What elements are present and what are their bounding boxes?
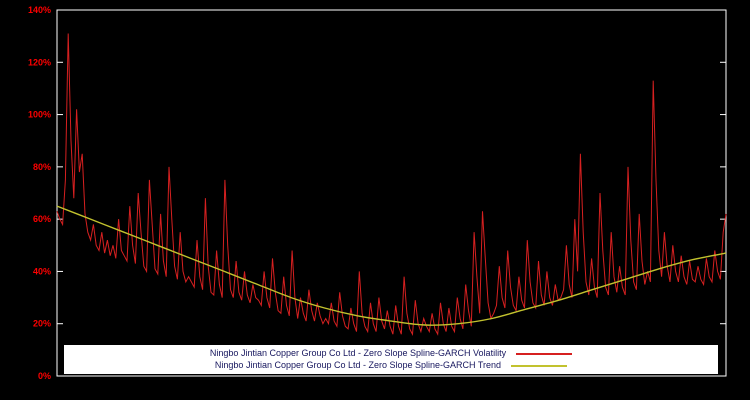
y-axis-tick-label: 100% (28, 110, 51, 120)
legend-row-volatility: Ningbo Jintian Copper Group Co Ltd - Zer… (64, 347, 718, 359)
y-axis-tick-label: 80% (33, 162, 51, 172)
volatility-line-swatch (516, 352, 573, 355)
legend-label-volatility: Ningbo Jintian Copper Group Co Ltd - Zer… (209, 348, 507, 358)
trend-line-swatch (511, 364, 568, 367)
plot-frame (56, 9, 727, 377)
y-axis-tick-label: 60% (33, 214, 51, 224)
y-axis-tick-label: 40% (33, 266, 51, 276)
y-axis-tick-label: 140% (28, 5, 51, 15)
chart-legend: Ningbo Jintian Copper Group Co Ltd - Zer… (64, 345, 718, 374)
legend-row-trend: Ningbo Jintian Copper Group Co Ltd - Zer… (64, 359, 718, 371)
trend-line (56, 205, 727, 326)
legend-label-trend: Ningbo Jintian Copper Group Co Ltd - Zer… (214, 360, 502, 370)
y-axis-tick-label: 120% (28, 57, 51, 67)
y-axis-tick-label: 0% (38, 371, 51, 381)
y-axis-tick-label: 20% (33, 319, 51, 329)
volatility-line (56, 33, 727, 336)
